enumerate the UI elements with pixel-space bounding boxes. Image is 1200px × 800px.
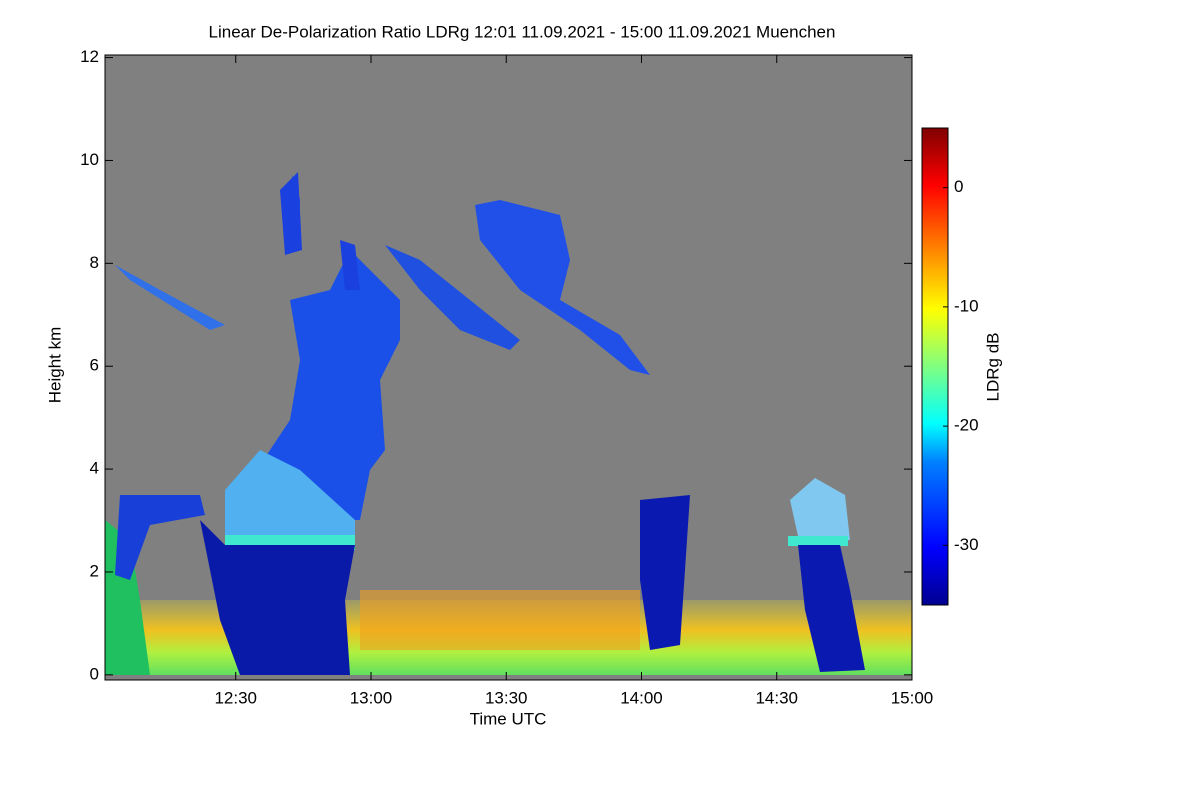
rain-column [798,545,865,672]
echoes [105,172,912,675]
boundary-layer [360,590,640,650]
y-tick-label: 4 [90,459,99,478]
x-axis-label: Time UTC [470,709,547,728]
cirrus [475,200,650,375]
y-tick-label: 0 [90,664,99,683]
ice-cloud [280,172,360,290]
ice-cloud [790,478,850,545]
rain-column [200,520,355,675]
colorbar-tick-label: 0 [954,177,963,196]
plot-frame [104,54,913,681]
cirrus [115,265,225,330]
rain-column [640,495,690,650]
ice-cloud [240,175,400,520]
melting-layer [788,536,848,546]
ice-cloud [225,450,355,545]
x-tick-label: 13:00 [350,688,393,707]
colorbar [921,127,949,606]
x-tick-label: 13:30 [485,688,528,707]
low-cloud [115,495,205,580]
y-tick-label: 8 [90,253,99,272]
y-tick-label: 6 [90,356,99,375]
chart-title: Linear De-Polarization Ratio LDRg 12:01 … [209,22,836,41]
colorbar-tick-label: -10 [954,296,979,315]
colorbar-tick-label: -20 [954,416,979,435]
x-tick-label: 12:30 [214,688,257,707]
y-tick-label: 2 [90,561,99,580]
colorbar-tick-label: -30 [954,535,979,554]
ice-cloud [385,245,520,350]
colorbar-label: LDRg dB [983,333,1002,402]
x-tick-label: 15:00 [891,688,934,707]
y-tick-label: 10 [80,150,99,169]
x-tick-label: 14:00 [620,688,663,707]
y-axis-label: Height km [45,327,64,404]
y-tick-label: 12 [80,47,99,66]
x-tick-label: 14:30 [755,688,798,707]
